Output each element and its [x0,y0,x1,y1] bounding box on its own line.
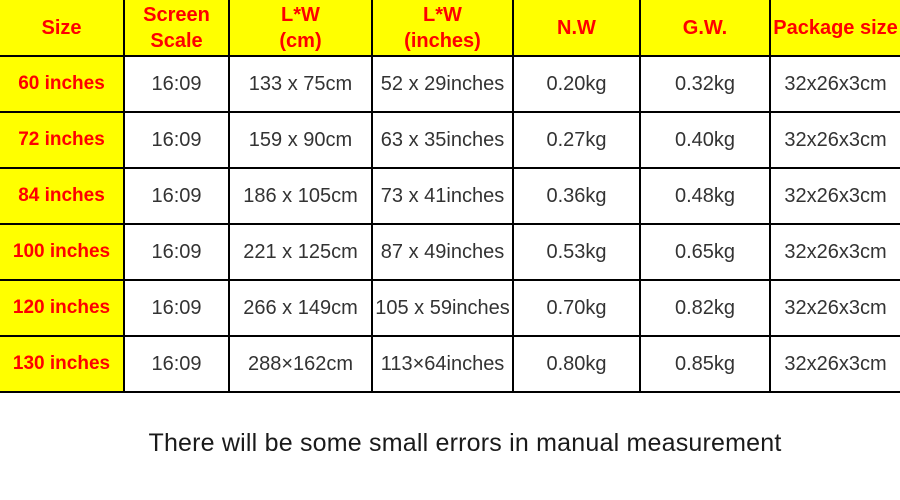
table-row: 84 inches 16:09 186 x 105cm 73 x 41inches 0.… [0,167,900,225]
spec-cell: 0.20kg [512,55,641,113]
column-header-lw-inches: L*W (inches) [371,0,514,57]
spec-cell: 0.53kg [512,223,641,281]
table-body: 60 inches 16:09 133 x 75cm 52 x 29inches 0.2… [0,55,900,393]
spec-cell: 32x26x3cm [769,279,900,337]
table-row: 72 inches 16:09 159 x 90cm 63 x 35inches 0.2… [0,111,900,169]
measurement-note: There will be some small errors in manua… [148,429,782,457]
spec-cell: 32x26x3cm [769,335,900,393]
spec-cell: 105 x 59inches [371,279,514,337]
spec-cell: 32x26x3cm [769,55,900,113]
size-cell: 130 inches [0,335,125,393]
spec-cell: 266 x 149cm [228,279,373,337]
spec-cell: 113×64inches [371,335,514,393]
spec-cell: 0.36kg [512,167,641,225]
spec-cell: 16:09 [123,167,230,225]
spec-cell: 32x26x3cm [769,167,900,225]
spec-cell: 0.40kg [639,111,771,169]
spec-cell: 159 x 90cm [228,111,373,169]
size-cell: 84 inches [0,167,125,225]
spec-cell: 63 x 35inches [371,111,514,169]
spec-cell: 186 x 105cm [228,167,373,225]
spec-cell: 16:09 [123,335,230,393]
spec-cell: 16:09 [123,55,230,113]
spec-cell: 0.65kg [639,223,771,281]
spec-cell: 87 x 49inches [371,223,514,281]
spec-cell: 221 x 125cm [228,223,373,281]
spec-cell: 0.27kg [512,111,641,169]
column-header-screen-scale: Screen Scale [123,0,230,57]
spec-cell: 16:09 [123,111,230,169]
spec-cell: 0.80kg [512,335,641,393]
spec-cell: 16:09 [123,223,230,281]
spec-cell: 0.82kg [639,279,771,337]
column-header-gross-weight: G.W. [639,0,771,57]
spec-cell: 133 x 75cm [228,55,373,113]
table-row: 120 inches 16:09 266 x 149cm 105 x 59inches… [0,279,900,337]
spec-cell: 288×162cm [228,335,373,393]
size-cell: 72 inches [0,111,125,169]
spec-cell: 0.85kg [639,335,771,393]
spec-cell: 32x26x3cm [769,111,900,169]
column-header-net-weight: N.W [512,0,641,57]
spec-cell: 32x26x3cm [769,223,900,281]
size-cell: 100 inches [0,223,125,281]
column-header-size: Size [0,0,125,57]
spec-cell: 0.48kg [639,167,771,225]
table-header-row: Size Screen Scale L*W (cm) L*W (inches) … [0,0,900,57]
column-header-lw-cm: L*W (cm) [228,0,373,57]
size-spec-table: Size Screen Scale L*W (cm) L*W (inches) … [0,0,900,393]
table-row: 60 inches 16:09 133 x 75cm 52 x 29inches 0.2… [0,55,900,113]
spec-cell: 16:09 [123,279,230,337]
spec-cell: 0.70kg [512,279,641,337]
size-cell: 60 inches [0,55,125,113]
spec-cell: 0.32kg [639,55,771,113]
table-row: 130 inches 16:09 288×162cm 113×64inches 0.80… [0,335,900,393]
spec-cell: 52 x 29inches [371,55,514,113]
table-row: 100 inches 16:09 221 x 125cm 87 x 49inches 0… [0,223,900,281]
column-header-package-size: Package size [769,0,900,57]
spec-cell: 73 x 41inches [371,167,514,225]
size-cell: 120 inches [0,279,125,337]
